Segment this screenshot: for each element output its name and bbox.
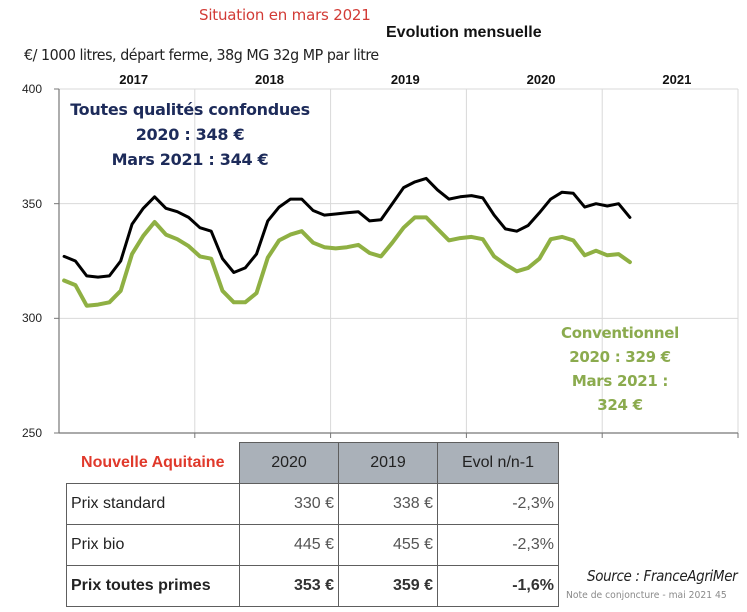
annotation-conv-line: Conventionnel <box>560 324 679 342</box>
annotation-tq-line: 2020 : 348 € <box>135 125 245 144</box>
cell-2019: 455 € <box>338 524 438 566</box>
cell-2020: 330 € <box>239 483 339 525</box>
row-label: Prix bio <box>66 524 240 566</box>
table-row: Prix standard 330 € 338 € -2,3% <box>66 483 559 525</box>
cell-2019: 338 € <box>338 483 438 525</box>
year-label: 2018 <box>255 72 284 87</box>
series-line-conventionnel <box>62 215 632 308</box>
y-tick-label: 350 <box>22 196 43 211</box>
cell-2020: 353 € <box>239 565 339 607</box>
chart-title: Evolution mensuelle <box>386 24 542 41</box>
table-row: Prix bio 445 € 455 € -2,3% <box>66 524 559 566</box>
region-label: Nouvelle Aquitaine <box>66 442 240 484</box>
cell-2019: 359 € <box>338 565 438 607</box>
annotation-tq-line: Toutes qualités confondues <box>70 100 310 119</box>
cell-evol: -1,6% <box>437 565 559 607</box>
annotation-conventionnel: Conventionnel 2020 : 329 € Mars 2021 : 3… <box>557 321 684 417</box>
cell-2020: 445 € <box>239 524 339 566</box>
annotation-toutes-qualites: Toutes qualités confondues 2020 : 348 € … <box>70 97 310 172</box>
price-summary-table: Nouvelle Aquitaine 2020 2019 Evol n/n-1 … <box>66 442 559 607</box>
row-label: Prix standard <box>66 483 240 525</box>
row-label: Prix toutes primes <box>66 565 240 607</box>
year-label: 2017 <box>119 72 149 87</box>
y-tick-label: 400 <box>22 82 43 96</box>
series-lines <box>62 176 632 308</box>
cell-evol: -2,3% <box>437 483 559 525</box>
gridlines <box>59 88 739 433</box>
column-header-2019: 2019 <box>338 442 438 484</box>
situation-subtitle: Situation en mars 2021 <box>199 6 371 24</box>
column-header-evol: Evol n/n-1 <box>437 442 559 484</box>
annotation-conv-line: Mars 2021 : 324 € <box>571 372 669 414</box>
axes <box>54 88 739 438</box>
y-tick-label: 250 <box>22 426 43 440</box>
column-header-2020: 2020 <box>239 442 339 484</box>
unit-label: €/ 1000 litres, départ ferme, 38g MG 32g… <box>24 46 379 64</box>
note-label: Note de conjoncture - mai 2021 45 <box>566 590 727 601</box>
source-label: Source : FranceAgriMer <box>587 567 738 585</box>
year-label: 2019 <box>390 72 420 87</box>
annotation-tq-line: Mars 2021 : 344 € <box>111 150 269 169</box>
y-tick-label: 300 <box>22 311 43 326</box>
year-label: 2020 <box>526 72 556 87</box>
cell-evol: -2,3% <box>437 524 559 566</box>
series-line-toutes-qualites <box>62 176 632 279</box>
annotation-conv-line: 2020 : 329 € <box>569 348 671 366</box>
table-row: Prix toutes primes 353 € 359 € -1,6% <box>66 565 559 607</box>
table-header-row: Nouvelle Aquitaine 2020 2019 Evol n/n-1 <box>66 442 559 484</box>
year-label: 2021 <box>662 72 692 87</box>
